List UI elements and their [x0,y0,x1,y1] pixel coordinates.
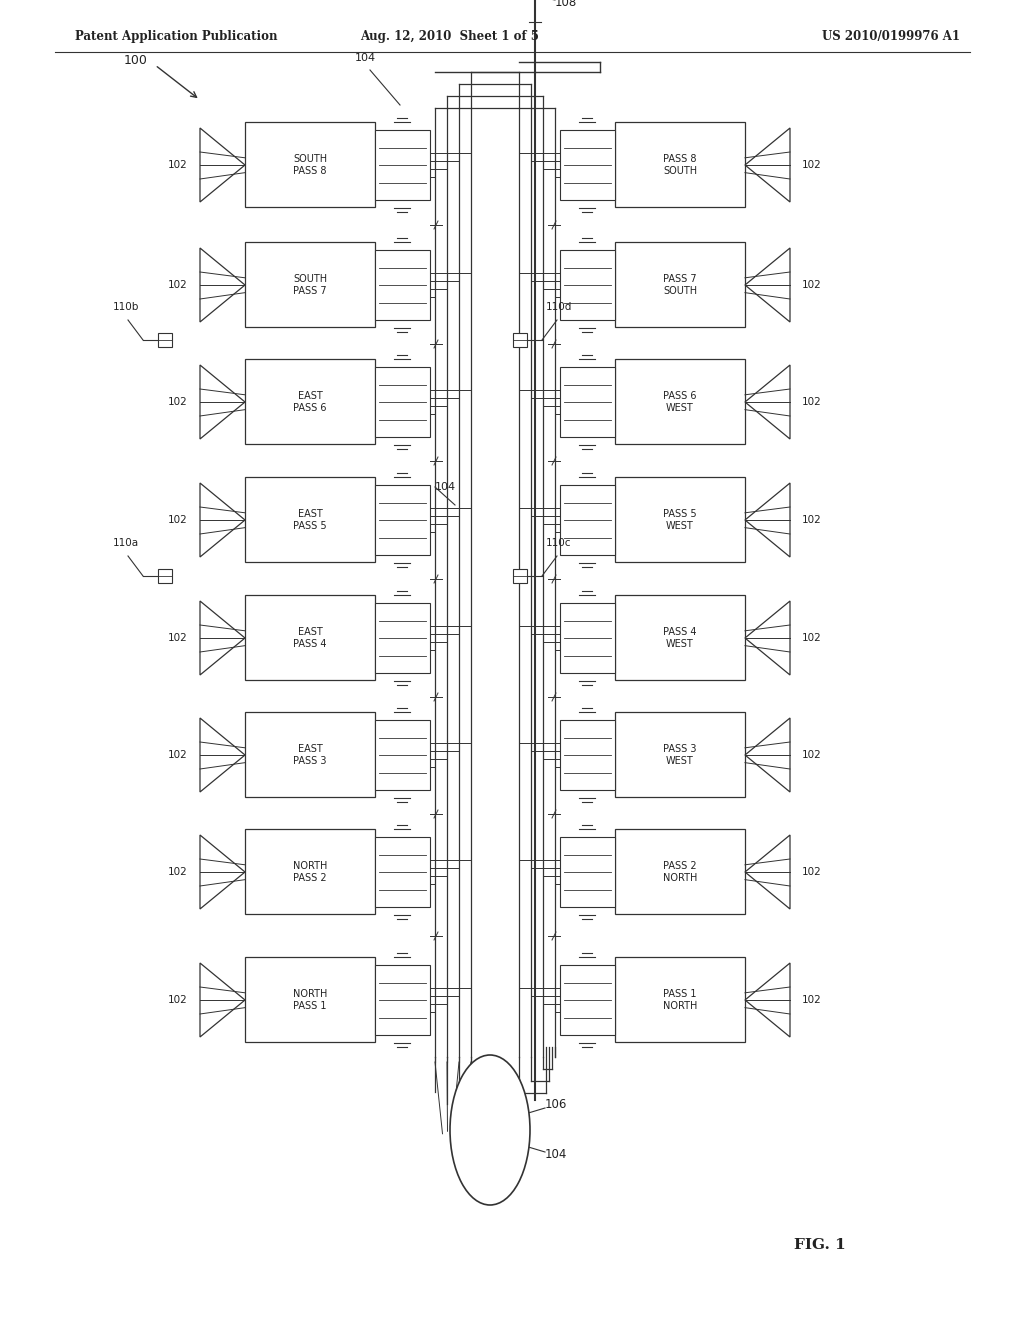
Polygon shape [200,128,245,202]
Text: 110d: 110d [546,302,572,312]
Text: 108: 108 [555,0,578,8]
Bar [375,367,430,437]
Text: 102: 102 [802,160,821,170]
Polygon shape [200,601,245,675]
Bar [560,719,615,789]
Text: 102: 102 [168,750,188,760]
Bar [375,484,430,554]
Text: NORTH
PASS 1: NORTH PASS 1 [293,989,328,1011]
Bar [560,603,615,673]
Text: 102: 102 [168,995,188,1005]
Text: FIG. 1: FIG. 1 [795,1238,846,1251]
Bar [158,333,172,347]
Text: 102: 102 [802,515,821,525]
Polygon shape [200,483,245,557]
Text: PASS 8
SOUTH: PASS 8 SOUTH [663,154,697,176]
Bar [615,242,745,327]
Text: Patent Application Publication: Patent Application Publication [75,30,278,44]
Bar [615,359,745,444]
Polygon shape [200,964,245,1038]
Text: 104: 104 [545,1148,567,1162]
Bar [615,711,745,797]
Bar [560,837,615,907]
Bar [615,477,745,562]
Text: EAST
PASS 6: EAST PASS 6 [293,391,327,413]
Text: 110c: 110c [546,539,571,548]
Text: 102: 102 [168,515,188,525]
Text: 102: 102 [168,634,188,643]
Text: EAST
PASS 4: EAST PASS 4 [293,627,327,649]
Bar [615,829,745,913]
Bar [245,121,375,207]
Text: 102: 102 [802,750,821,760]
Text: 102: 102 [168,160,188,170]
Bar [375,603,430,673]
Bar [375,965,430,1035]
Text: EAST
PASS 3: EAST PASS 3 [293,743,327,766]
Text: PASS 6
WEST: PASS 6 WEST [664,391,696,413]
Bar [245,477,375,562]
Polygon shape [745,601,790,675]
Polygon shape [200,718,245,792]
Bar [245,242,375,327]
Bar [245,829,375,913]
Text: 110b: 110b [113,302,139,312]
Bar [375,837,430,907]
Bar [615,595,745,680]
Polygon shape [745,964,790,1038]
Text: 102: 102 [168,867,188,876]
Bar [560,129,615,201]
Bar [375,719,430,789]
Bar [245,595,375,680]
Polygon shape [745,128,790,202]
Bar [615,121,745,207]
Bar [375,129,430,201]
Bar [245,711,375,797]
Text: 104: 104 [435,482,456,492]
Bar [560,484,615,554]
Text: US 2010/0199976 A1: US 2010/0199976 A1 [822,30,961,44]
Polygon shape [200,248,245,322]
Bar [560,965,615,1035]
Text: 110a: 110a [113,539,139,548]
Bar [158,569,172,583]
Text: 102: 102 [168,280,188,290]
Text: PASS 2
NORTH: PASS 2 NORTH [663,861,697,883]
Bar [375,249,430,319]
Text: 102: 102 [168,397,188,407]
Ellipse shape [450,1055,530,1205]
Polygon shape [745,483,790,557]
Bar [245,359,375,444]
Text: 102: 102 [802,867,821,876]
Text: 106: 106 [545,1098,567,1111]
Bar [245,957,375,1041]
Bar [513,333,527,347]
Text: EAST
PASS 5: EAST PASS 5 [293,508,327,531]
Text: PASS 3
WEST: PASS 3 WEST [664,743,696,766]
Text: PASS 7
SOUTH: PASS 7 SOUTH [663,273,697,296]
Text: SOUTH
PASS 8: SOUTH PASS 8 [293,154,327,176]
Text: 100: 100 [124,54,148,66]
Polygon shape [745,718,790,792]
Text: 102: 102 [802,397,821,407]
Text: PASS 5
WEST: PASS 5 WEST [664,508,696,531]
Bar [615,957,745,1041]
Polygon shape [745,836,790,909]
Text: SOUTH
PASS 7: SOUTH PASS 7 [293,273,327,296]
Text: NORTH
PASS 2: NORTH PASS 2 [293,861,328,883]
Polygon shape [745,248,790,322]
Bar [513,569,527,583]
Text: 102: 102 [802,995,821,1005]
Text: 102: 102 [802,280,821,290]
Bar [560,249,615,319]
Text: 102: 102 [802,634,821,643]
Polygon shape [200,836,245,909]
Text: PASS 1
NORTH: PASS 1 NORTH [663,989,697,1011]
Polygon shape [745,366,790,440]
Polygon shape [200,366,245,440]
Text: Aug. 12, 2010  Sheet 1 of 5: Aug. 12, 2010 Sheet 1 of 5 [360,30,540,44]
Text: 104: 104 [354,53,376,63]
Bar [560,367,615,437]
Text: PASS 4
WEST: PASS 4 WEST [664,627,696,649]
